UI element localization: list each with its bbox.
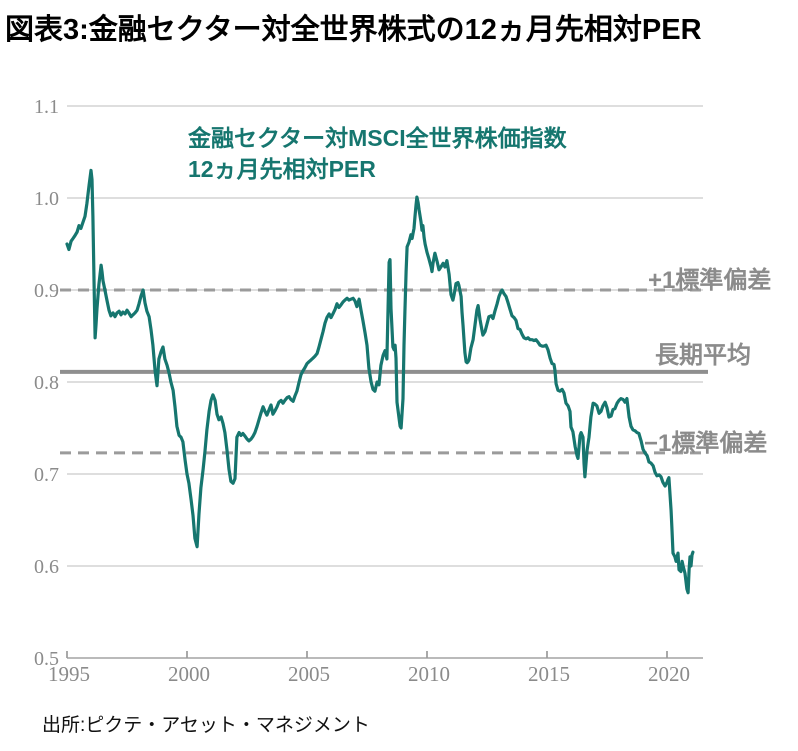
ref-label-plus1-stddev: +1標準偏差 — [648, 267, 772, 294]
source-note: 出所:ピクテ・アセット・マネジメント — [42, 715, 370, 736]
series-annotation-line1: 金融セクター対MSCI全世界株価指数 — [188, 125, 567, 151]
y-axis-tick-label: 1.0 — [34, 188, 59, 210]
y-axis-tick-label: 0.9 — [34, 280, 59, 302]
ref-label-minus1-stddev: −1標準偏差 — [644, 430, 768, 457]
y-axis-tick-label: 0.5 — [34, 648, 59, 670]
y-axis-tick-label: 1.1 — [34, 96, 59, 118]
y-axis-tick-label: 0.7 — [34, 464, 59, 486]
x-axis-tick-label: 2015 — [528, 662, 570, 686]
series-line-relative-per — [65, 168, 695, 595]
x-axis-tick-label: 2020 — [648, 662, 690, 686]
x-axis-tick-label: 2005 — [288, 662, 330, 686]
y-axis-tick-label: 0.6 — [34, 556, 59, 578]
series-annotation: 金融セクター対MSCI全世界株価指数 12ヵ月先相対PER — [188, 123, 567, 185]
series-annotation-line2: 12ヵ月先相対PER — [188, 156, 376, 182]
page-title: 図表3:金融セクター対全世界株式の12ヵ月先相対PER — [5, 14, 702, 46]
x-axis-tick-label: 2010 — [408, 662, 450, 686]
ref-label-long-term-average: 長期平均 — [655, 342, 751, 369]
y-axis-tick-label: 0.8 — [34, 372, 59, 394]
x-axis-tick-label: 1995 — [48, 662, 90, 686]
x-axis-tick-label: 2000 — [168, 662, 210, 686]
